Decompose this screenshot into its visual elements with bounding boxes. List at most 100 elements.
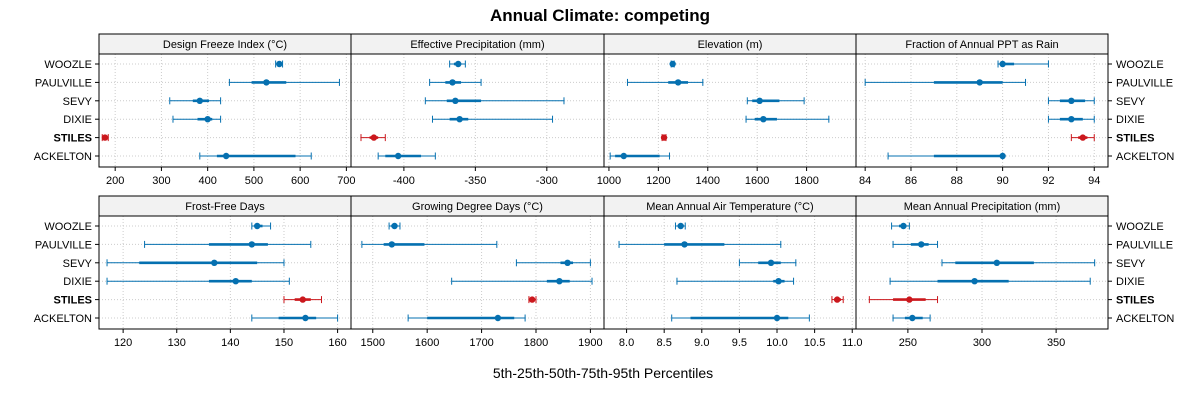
median-point (681, 241, 688, 248)
data-ackelton (251, 314, 339, 322)
x-tick-label: 10.5 (804, 337, 825, 349)
median-point (299, 296, 306, 303)
median-point (564, 259, 571, 266)
row-label-right-paulville: PAULVILLE (1116, 239, 1173, 251)
data-stiles (660, 134, 668, 142)
median-point (775, 278, 782, 285)
x-tick-label: 1200 (646, 175, 670, 187)
data-sevy (941, 259, 1096, 267)
data-paulville (618, 240, 782, 248)
x-tick-label: 1900 (578, 337, 602, 349)
median-point (918, 241, 925, 248)
data-paulville (626, 78, 704, 86)
data-ackelton (199, 152, 312, 160)
panel-title: Elevation (m) (698, 39, 763, 51)
median-point (760, 116, 767, 123)
data-sevy (738, 259, 797, 267)
panel-title: Fraction of Annual PPT as Rain (905, 39, 1058, 51)
row-label-left-stiles: STILES (53, 133, 92, 145)
row-label-left-woozle: WOOZLE (44, 221, 92, 233)
x-tick-label: 92 (1042, 175, 1054, 187)
data-woozle (669, 60, 676, 68)
median-point (101, 134, 109, 141)
x-tick-label: 1400 (696, 175, 720, 187)
data-woozle (997, 60, 1049, 68)
x-tick-label: 11.0 (842, 337, 863, 349)
panel-design-freeze-index-c: Design Freeze Index (°C) 200 300 400 500 600 7… (98, 33, 356, 187)
median-point (669, 60, 676, 68)
x-tick-label: 1500 (361, 337, 385, 349)
x-tick-label: -400 (393, 175, 415, 187)
x-tick-label: 300 (152, 175, 170, 187)
x-tick-label: 400 (198, 175, 216, 187)
data-ackelton (671, 314, 810, 322)
panel-mean-annual-air-temperature-c: Mean Annual Air Temperature (°C) 8.0 8.5 9.… (603, 195, 863, 349)
median-point (449, 79, 456, 86)
row-label-right-ackelton: ACKELTON (1116, 151, 1174, 163)
data-sevy (746, 97, 805, 105)
median-point (253, 222, 261, 230)
chart-title: Annual Climate: competing (490, 6, 710, 25)
x-tick-label: 140 (221, 337, 239, 349)
x-tick-label: 8.0 (619, 337, 634, 349)
median-point (302, 314, 309, 322)
panel-plot-area (351, 216, 604, 329)
data-ackelton (377, 152, 436, 160)
data-sevy (1047, 97, 1095, 105)
median-point (1079, 134, 1087, 141)
median-point (900, 222, 907, 230)
panel-title: Mean Annual Air Temperature (°C) (646, 201, 813, 213)
x-tick-label: 250 (899, 337, 917, 349)
x-tick-label: 300 (973, 337, 991, 349)
median-point (211, 259, 218, 266)
median-point (1068, 116, 1075, 123)
data-paulville (864, 78, 1027, 86)
x-tick-label: 200 (106, 175, 124, 187)
median-point (906, 296, 913, 303)
median-point (196, 97, 203, 105)
data-woozle (251, 222, 272, 230)
panel-growing-degree-days-c: Growing Degree Days (°C) 1500 1600 1700 1800… (350, 195, 605, 349)
x-tick-label: 8.5 (657, 337, 672, 349)
data-stiles (868, 296, 939, 304)
x-tick-label: 1800 (794, 175, 818, 187)
x-tick-label: 1000 (597, 175, 621, 187)
median-point (999, 152, 1006, 160)
row-label-left-dixie: DIXIE (63, 114, 92, 126)
data-stiles (831, 296, 844, 304)
median-point (276, 60, 283, 68)
data-paulville (429, 78, 482, 86)
x-tick-label: 94 (1088, 175, 1100, 187)
x-tick-label: 88 (951, 175, 963, 187)
row-label-left-dixie: DIXIE (63, 276, 92, 288)
panel-plot-area (99, 216, 351, 329)
median-point (999, 60, 1006, 68)
panel-plot-area (604, 216, 856, 329)
x-tick-label: 160 (328, 337, 346, 349)
median-point (204, 116, 211, 123)
row-label-right-woozle: WOOZLE (1116, 59, 1164, 71)
x-tick-label: -350 (464, 175, 486, 187)
data-ackelton (407, 314, 526, 322)
x-tick-label: 700 (337, 175, 355, 187)
x-tick-label: 1600 (415, 337, 439, 349)
row-label-right-dixie: DIXIE (1116, 276, 1145, 288)
data-woozle (388, 222, 401, 230)
x-tick-label: 90 (996, 175, 1008, 187)
median-point (370, 134, 378, 141)
x-tick-label: 86 (905, 175, 917, 187)
x-tick-label: 600 (291, 175, 309, 187)
median-point (677, 222, 684, 230)
median-point (971, 278, 978, 285)
x-tick-label: 350 (1047, 337, 1065, 349)
row-label-left-paulville: PAULVILLE (35, 77, 92, 89)
row-label-right-ackelton: ACKELTON (1116, 313, 1174, 325)
data-dixie (106, 277, 290, 285)
row-label-right-dixie: DIXIE (1116, 114, 1145, 126)
row-label-left-sevy: SEVY (63, 96, 93, 108)
x-tick-label: -300 (536, 175, 558, 187)
median-point (394, 152, 402, 160)
median-point (767, 259, 775, 266)
median-point (452, 97, 459, 105)
data-ackelton (609, 152, 670, 160)
